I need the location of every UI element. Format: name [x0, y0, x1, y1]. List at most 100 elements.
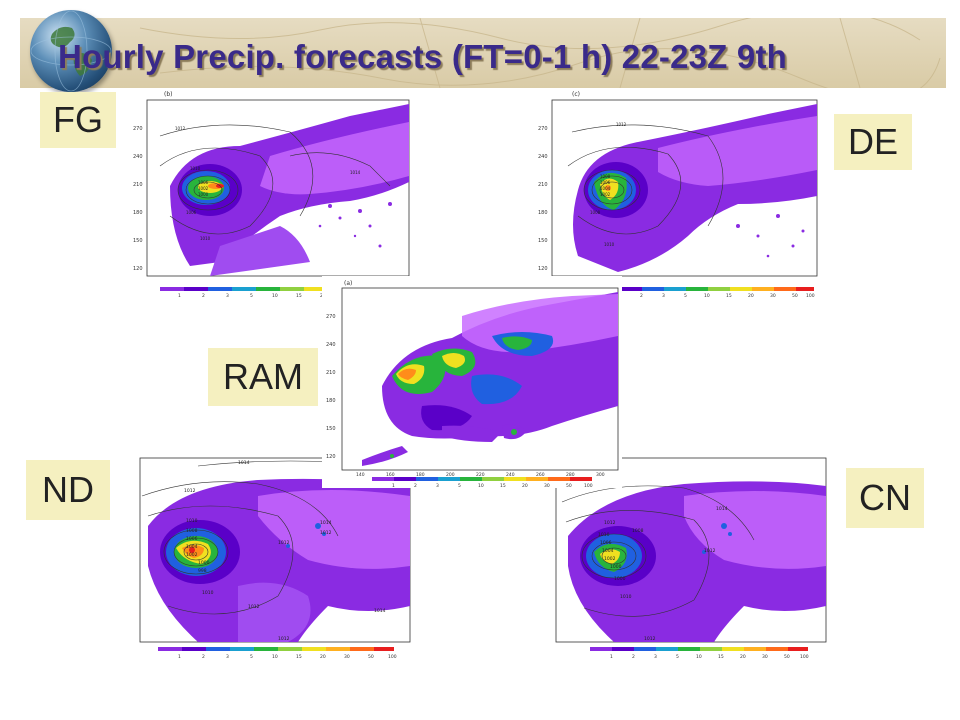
svg-text:1010: 1010	[202, 590, 214, 596]
svg-text:10: 10	[478, 483, 484, 488]
svg-text:220: 220	[476, 472, 485, 478]
svg-text:5: 5	[458, 483, 461, 488]
svg-text:1000: 1000	[614, 576, 626, 582]
svg-text:240: 240	[506, 472, 515, 478]
svg-text:10: 10	[704, 293, 710, 299]
svg-text:5: 5	[250, 293, 253, 299]
svg-text:1006: 1006	[186, 536, 198, 542]
svg-text:140: 140	[356, 472, 365, 478]
svg-text:50: 50	[792, 293, 798, 299]
svg-text:270: 270	[326, 314, 336, 320]
isobars	[159, 124, 391, 235]
svg-text:1010: 1010	[620, 594, 632, 600]
svg-text:300: 300	[596, 472, 605, 478]
svg-text:280: 280	[566, 472, 575, 478]
svg-text:15: 15	[296, 293, 302, 299]
svg-text:160: 160	[386, 472, 395, 478]
svg-text:30: 30	[762, 654, 768, 660]
svg-text:120: 120	[538, 266, 548, 272]
svg-text:180: 180	[416, 472, 425, 478]
fg-map-svg: (b) 1006 1002	[133, 91, 410, 299]
svg-text:30: 30	[770, 293, 776, 299]
svg-text:210: 210	[133, 182, 143, 188]
label-cn: CN	[846, 468, 924, 528]
svg-text:2: 2	[640, 293, 643, 299]
nd-forecast-map: 1014 1012 1010 1008 1006 1004 1002 1000 …	[138, 456, 412, 662]
svg-text:1014: 1014	[374, 608, 386, 614]
svg-text:1014: 1014	[716, 506, 728, 512]
svg-text:1012: 1012	[184, 488, 196, 494]
svg-text:1006: 1006	[186, 210, 197, 215]
svg-text:1004: 1004	[186, 544, 198, 550]
svg-text:998: 998	[198, 568, 207, 574]
svg-text:50: 50	[368, 654, 374, 660]
svg-text:20: 20	[740, 654, 746, 660]
svg-text:100: 100	[806, 293, 815, 299]
y-tick-labels: 270 240 210 180 150 120	[133, 126, 143, 272]
svg-text:150: 150	[538, 238, 548, 244]
svg-text:5: 5	[250, 654, 253, 660]
svg-text:270: 270	[538, 126, 548, 132]
svg-text:240: 240	[326, 342, 336, 348]
map-texture	[139, 18, 941, 88]
svg-text:1012: 1012	[278, 636, 290, 642]
svg-text:1014: 1014	[350, 170, 361, 175]
svg-text:1008: 1008	[590, 210, 601, 215]
svg-text:1008: 1008	[600, 174, 611, 179]
svg-text:200: 200	[446, 472, 455, 478]
svg-text:(a): (a)	[344, 280, 352, 287]
svg-text:1012: 1012	[704, 548, 716, 554]
ram-radar-map: (a) 270 240 210 180 150 120	[322, 276, 622, 488]
svg-text:270: 270	[133, 126, 143, 132]
slide-title: Hourly Precip. forecasts (FT=0-1 h) 22-2…	[58, 38, 787, 75]
svg-text:10: 10	[272, 293, 278, 299]
svg-text:240: 240	[133, 154, 143, 160]
svg-text:180: 180	[326, 398, 336, 404]
svg-text:5: 5	[684, 293, 687, 299]
svg-text:120: 120	[133, 266, 143, 272]
svg-text:1012: 1012	[604, 520, 616, 526]
svg-text:120: 120	[326, 454, 336, 460]
svg-text:3: 3	[436, 483, 439, 488]
svg-text:1010: 1010	[598, 532, 610, 538]
label-fg: FG	[40, 92, 116, 148]
colorbar	[158, 647, 394, 651]
svg-text:15: 15	[726, 293, 732, 299]
svg-text:1004: 1004	[600, 186, 611, 191]
label-nd: ND	[26, 460, 110, 520]
svg-text:3: 3	[226, 654, 229, 660]
svg-text:30: 30	[344, 654, 350, 660]
svg-text:1010: 1010	[186, 518, 198, 524]
svg-text:50: 50	[566, 483, 572, 488]
svg-text:1012: 1012	[320, 530, 332, 536]
svg-text:1010: 1010	[190, 166, 201, 171]
svg-text:(c): (c)	[572, 91, 580, 98]
svg-text:1002: 1002	[604, 556, 616, 562]
precip-field	[573, 104, 817, 272]
cn-forecast-map: 1012 1010 1008 1006 1004 1002 1000 1000 …	[554, 456, 828, 662]
svg-text:1008: 1008	[632, 528, 644, 534]
svg-text:1002: 1002	[600, 192, 611, 197]
precip-field	[362, 292, 618, 466]
svg-text:1008: 1008	[186, 528, 198, 534]
svg-text:150: 150	[326, 426, 336, 432]
svg-text:20: 20	[522, 483, 528, 488]
svg-text:50: 50	[784, 654, 790, 660]
globe-icon	[30, 10, 112, 92]
svg-text:260: 260	[536, 472, 545, 478]
svg-text:1010: 1010	[200, 236, 211, 241]
svg-text:3: 3	[662, 293, 665, 299]
svg-text:20: 20	[320, 654, 326, 660]
svg-text:15: 15	[296, 654, 302, 660]
svg-text:15: 15	[500, 483, 506, 488]
svg-text:180: 180	[538, 210, 548, 216]
svg-text:1000: 1000	[198, 560, 210, 566]
svg-text:1012: 1012	[248, 604, 260, 610]
svg-text:10: 10	[272, 654, 278, 660]
svg-text:2: 2	[414, 483, 417, 488]
label-ram: RAM	[208, 348, 318, 406]
colorbar	[598, 287, 814, 291]
svg-text:210: 210	[326, 370, 336, 376]
svg-text:1012: 1012	[175, 126, 186, 131]
svg-text:1: 1	[178, 654, 181, 660]
